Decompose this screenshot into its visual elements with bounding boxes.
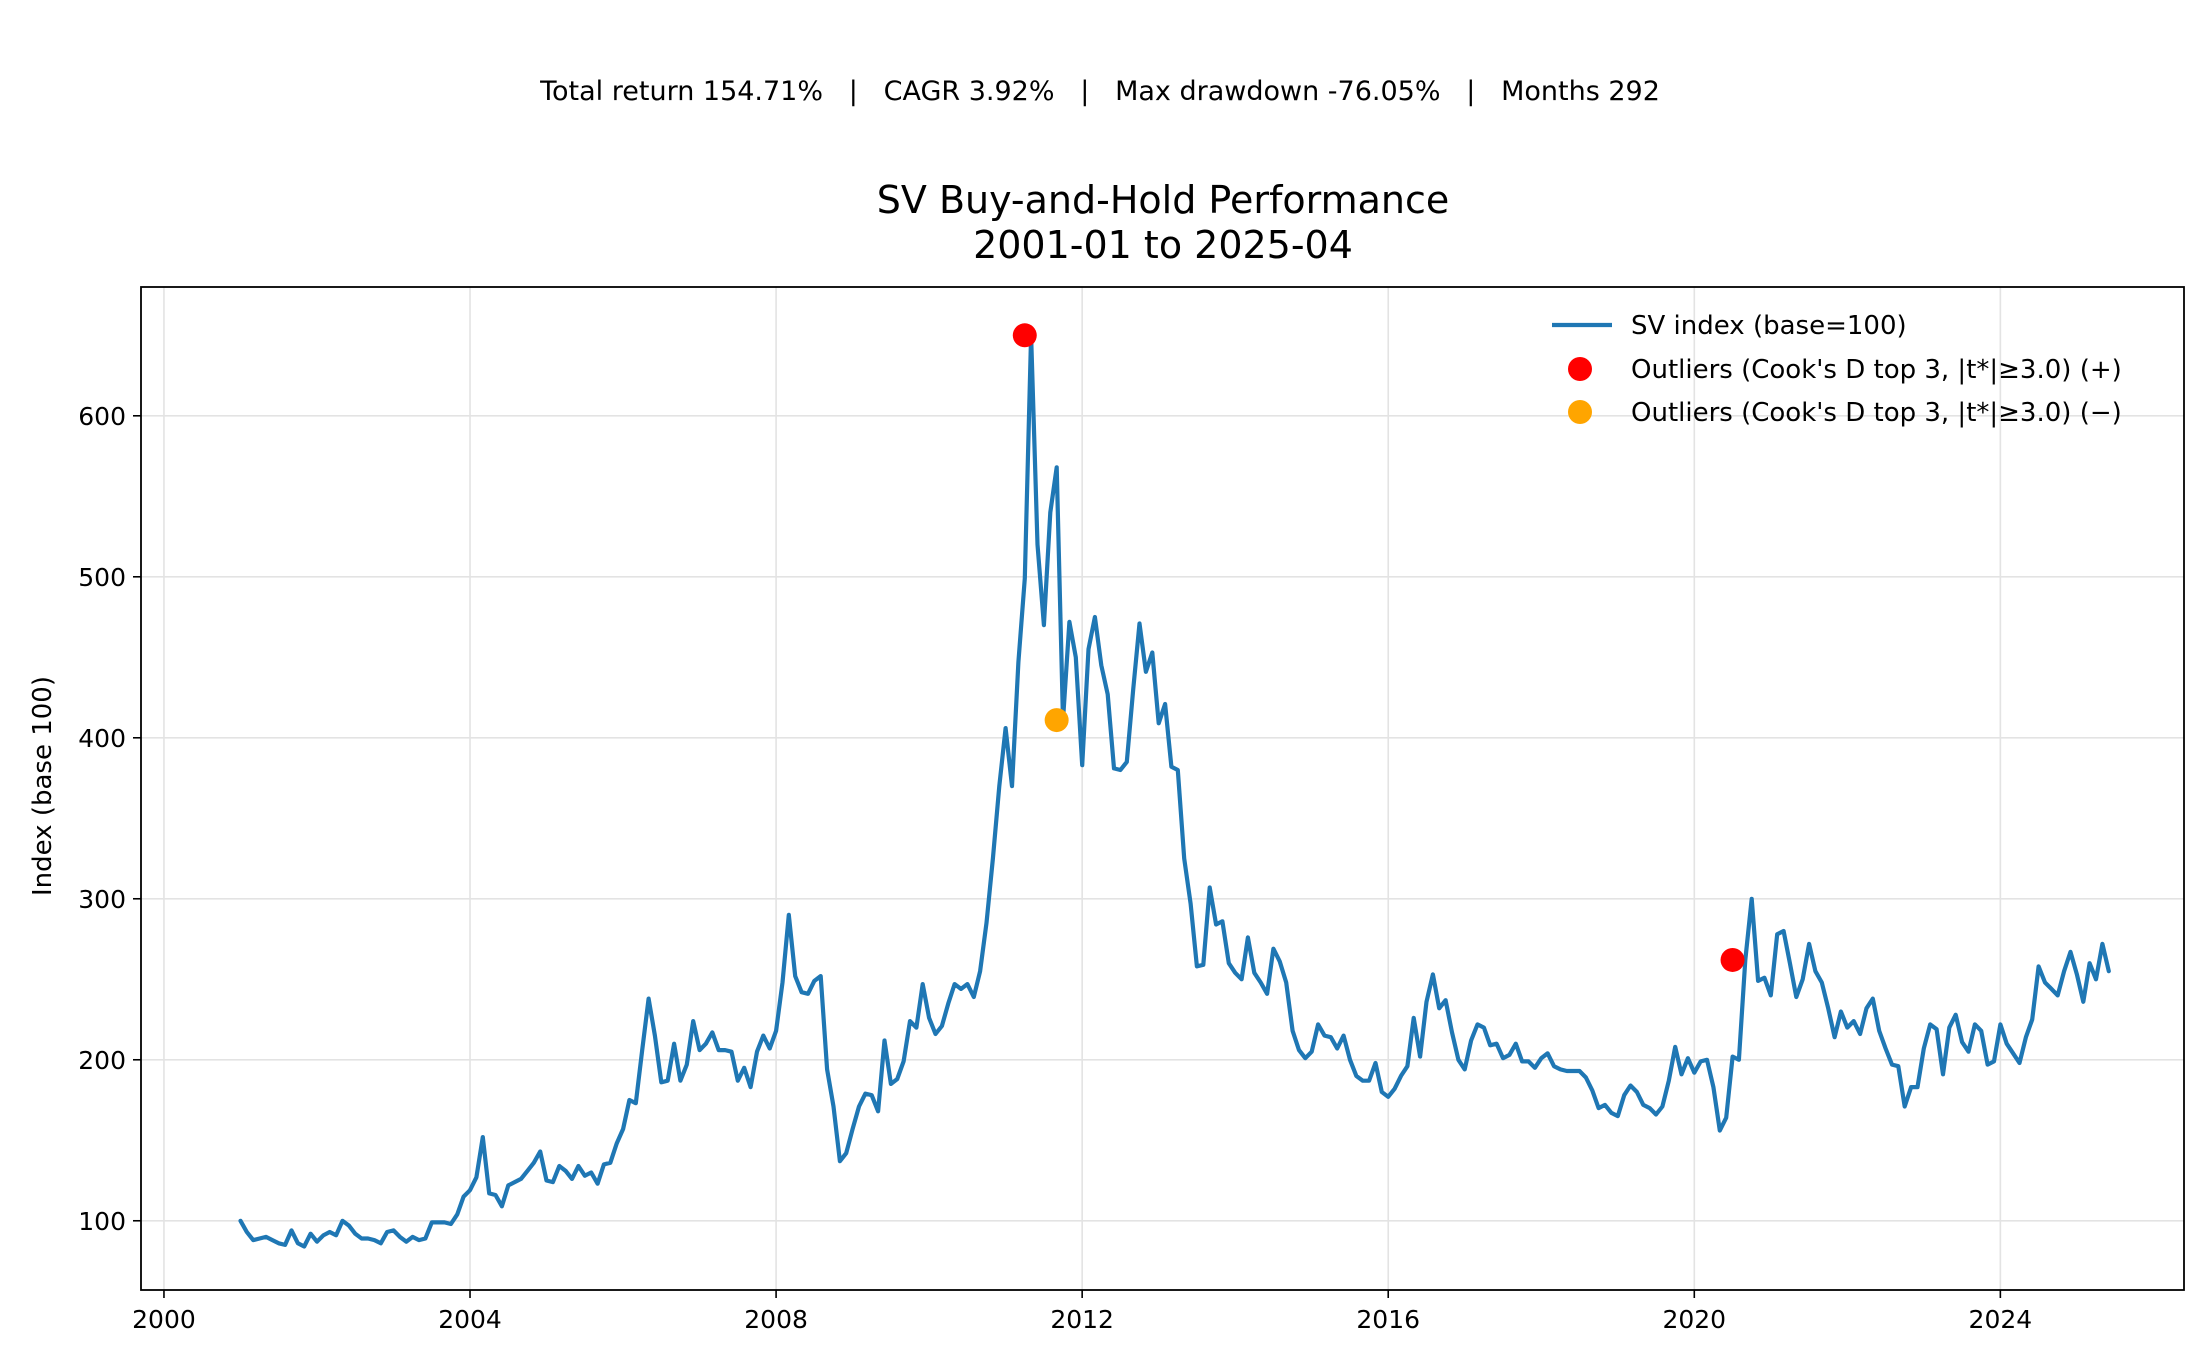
outlier-point-neg [1044, 708, 1069, 733]
y-axis-label: Index (base 100) [28, 676, 58, 896]
axis-ticks: 2000 2004 2008 2012 2016 2020 2024 100 200 300 400… [78, 402, 2032, 1334]
y-tick-label: 200 [78, 1046, 126, 1075]
x-tick-label: 2004 [438, 1305, 502, 1334]
x-tick-label: 2008 [744, 1305, 808, 1334]
y-tick-label: 300 [78, 885, 126, 914]
y-tick-label: 600 [78, 402, 126, 431]
chart-subtitle: 2001-01 to 2025-04 [973, 223, 1353, 267]
legend-swatch-outlier-neg [1568, 400, 1592, 424]
x-tick-label: 2020 [1662, 1305, 1726, 1334]
outlier-points [1012, 323, 1745, 972]
outlier-point-pos [1012, 323, 1037, 348]
sv-index-line [238, 333, 2111, 1249]
legend: SV index (base=100) Outliers (Cook's D t… [1552, 311, 2122, 428]
legend-label-sv-index: SV index (base=100) [1631, 311, 1907, 341]
x-tick-label: 2016 [1356, 1305, 1420, 1334]
x-tick-label: 2024 [1969, 1305, 2033, 1334]
outlier-point-pos [1720, 947, 1745, 972]
grid-lines [141, 287, 2184, 1290]
y-tick-label: 400 [78, 724, 126, 753]
legend-label-outliers-neg: Outliers (Cook's D top 3, |t*|≥3.0) (−) [1631, 398, 2122, 428]
summary-stats: Total return 154.71% | CAGR 3.92% | Max … [540, 76, 1660, 107]
plot-frame [140, 286, 2185, 1291]
y-tick-label: 100 [78, 1207, 126, 1236]
y-tick-label: 500 [78, 563, 126, 592]
legend-label-outliers-pos: Outliers (Cook's D top 3, |t*|≥3.0) (+) [1631, 355, 2122, 385]
x-tick-label: 2012 [1050, 1305, 1114, 1334]
x-tick-label: 2000 [132, 1305, 196, 1334]
chart-title: SV Buy-and-Hold Performance [877, 178, 1449, 222]
legend-swatch-outlier-pos [1568, 357, 1592, 381]
